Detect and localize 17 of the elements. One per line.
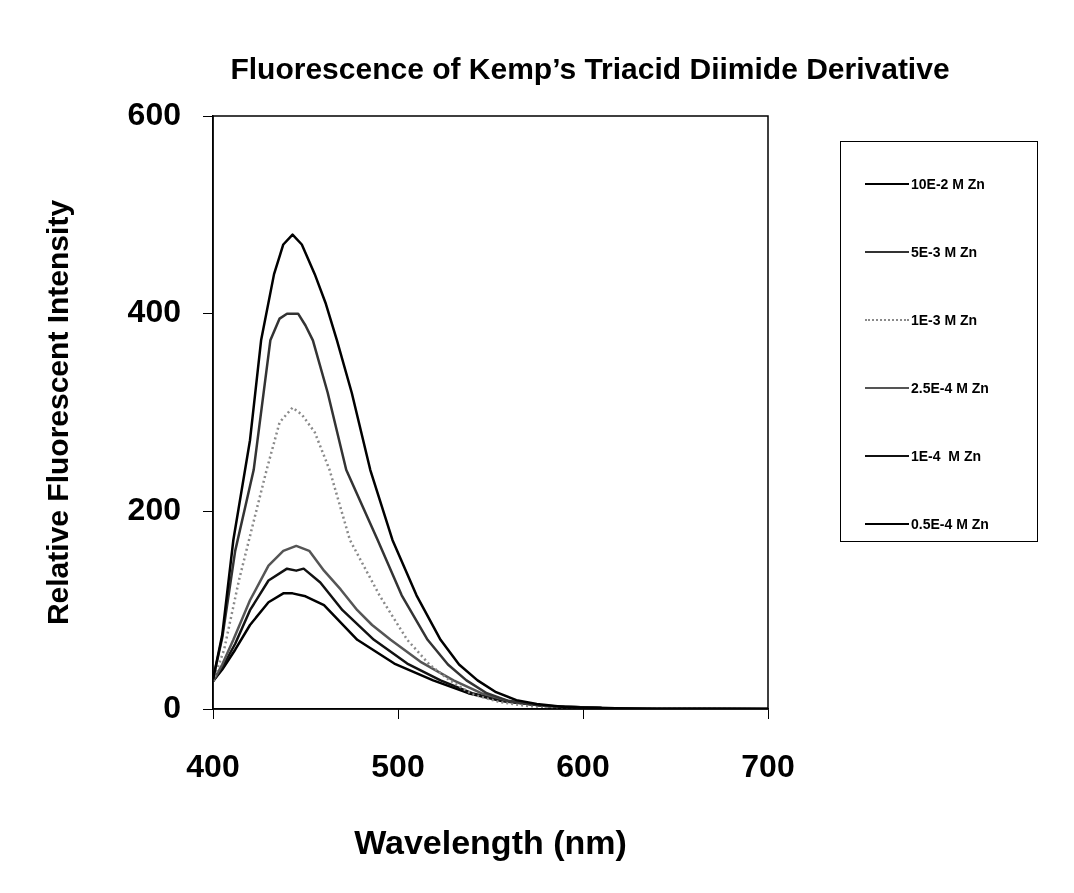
y-tick-label: 400	[127, 293, 181, 330]
x-tick-label: 600	[556, 748, 610, 785]
y-tick-label: 200	[127, 491, 181, 528]
chart-title: Fluorescence of Kemp’s Triacid Diimide Derivative	[229, 52, 951, 86]
legend-label: 1E-4 M Zn	[911, 448, 982, 464]
legend-label: 2.5E-4 M Zn	[911, 380, 989, 396]
legend-label: 10E-2 M Zn	[911, 176, 985, 192]
x-tick-label: 700	[741, 748, 795, 785]
x-tick-label: 500	[371, 748, 425, 785]
legend-label: 1E-3 M Zn	[911, 312, 978, 328]
legend-label: 0.5E-4 M Zn	[911, 516, 989, 532]
y-tick-label: 0	[163, 688, 181, 725]
x-axis-title: Wavelength (nm)	[354, 822, 627, 861]
y-axis-title: Relative Fluorescent Intensity	[41, 199, 75, 626]
legend-label: 5E-3 M Zn	[911, 244, 978, 260]
y-tick-label: 600	[127, 95, 181, 132]
x-tick-label: 400	[186, 748, 240, 785]
